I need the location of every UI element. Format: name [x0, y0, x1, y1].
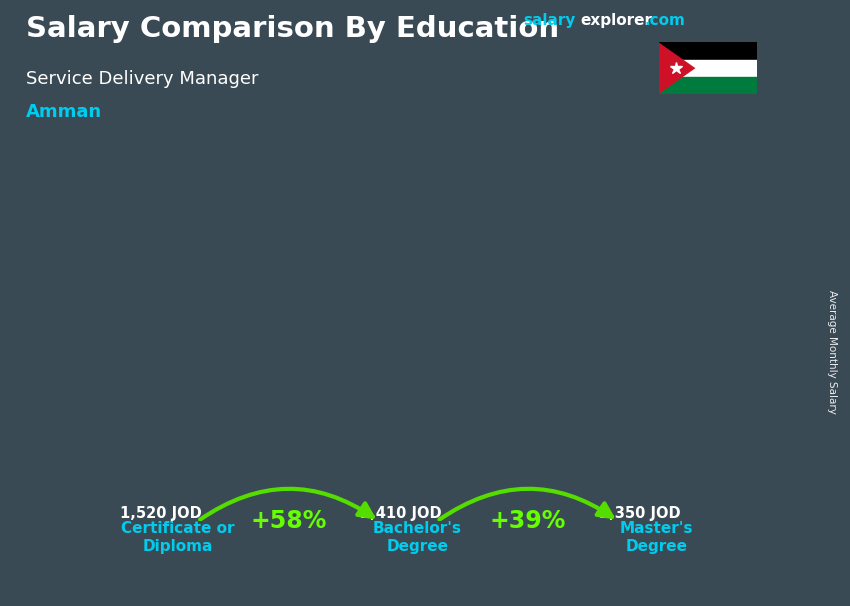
Text: .com: .com: [644, 13, 685, 28]
FancyArrowPatch shape: [439, 489, 612, 519]
FancyArrowPatch shape: [200, 489, 372, 519]
Text: Certificate or
Diploma: Certificate or Diploma: [122, 521, 235, 553]
Polygon shape: [659, 42, 695, 94]
Text: Amman: Amman: [26, 103, 102, 121]
Text: Bachelor's
Degree: Bachelor's Degree: [373, 521, 462, 553]
Text: Master's
Degree: Master's Degree: [620, 521, 694, 553]
Text: explorer: explorer: [581, 13, 653, 28]
Text: 3,350 JOD: 3,350 JOD: [599, 506, 681, 521]
Text: 1,520 JOD: 1,520 JOD: [121, 506, 202, 521]
Text: Average Monthly Salary: Average Monthly Salary: [827, 290, 837, 413]
Bar: [659, 42, 756, 59]
Bar: [659, 77, 756, 94]
Text: 2,410 JOD: 2,410 JOD: [360, 506, 441, 521]
Text: salary: salary: [523, 13, 575, 28]
Text: Salary Comparison By Education: Salary Comparison By Education: [26, 15, 558, 43]
Text: Service Delivery Manager: Service Delivery Manager: [26, 70, 258, 88]
Text: +58%: +58%: [250, 509, 326, 533]
Bar: [659, 59, 756, 77]
Text: +39%: +39%: [490, 509, 566, 533]
